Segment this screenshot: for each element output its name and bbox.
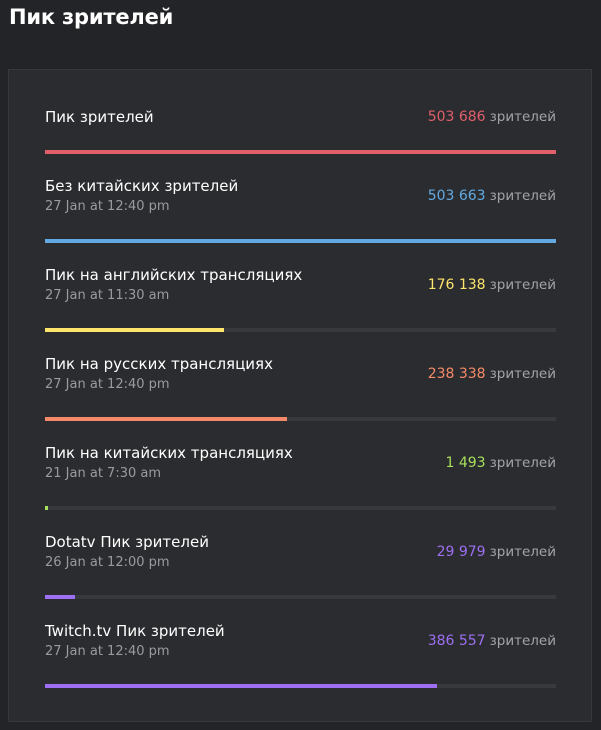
stat-date: 21 Jan at 7:30 am [45, 466, 161, 481]
progress-fill [45, 328, 224, 332]
stat-unit: зрителей [489, 366, 556, 382]
stat-row-dotatv: Dotatv Пик зрителей 26 Jan at 12:00 pm 2… [45, 533, 556, 622]
stat-row-english: Пик на английских трансляциях 27 Jan at … [45, 266, 556, 355]
progress-fill [45, 595, 76, 599]
progress-fill [45, 417, 287, 421]
progress-fill [45, 150, 556, 154]
stat-value: 1 493 зрителей [446, 455, 557, 471]
progress-fill [45, 506, 49, 510]
stat-label: Пик зрителей [45, 108, 154, 126]
stat-unit: зрителей [489, 277, 556, 293]
stat-value: 503 663 зрителей [428, 188, 556, 204]
stat-label: Пик на русских трансляциях [45, 355, 273, 373]
stat-number: 503 663 [427, 188, 486, 204]
stat-unit: зрителей [489, 188, 556, 204]
stat-date: 27 Jan at 11:30 am [45, 288, 170, 303]
stat-label: Twitch.tv Пик зрителей [45, 622, 225, 640]
progress-bar [45, 684, 556, 688]
stat-value: 503 686 зрителей [428, 109, 556, 125]
stat-value: 29 979 зрителей [437, 544, 556, 560]
stat-label: Пик на китайских трансляциях [45, 444, 293, 462]
progress-bar [45, 328, 556, 332]
page-title: Пик зрителей [9, 5, 174, 29]
stat-value: 386 557 зрителей [428, 633, 556, 649]
stat-row-chinese: Пик на китайских трансляциях 21 Jan at 7… [45, 444, 556, 533]
stat-number: 29 979 [436, 544, 486, 560]
stat-label: Dotatv Пик зрителей [45, 533, 209, 551]
progress-fill [45, 239, 556, 243]
progress-fill [45, 684, 437, 688]
stat-number: 176 138 [427, 277, 486, 293]
stat-row-peak: Пик зрителей 503 686 зрителей [45, 108, 556, 197]
stat-date: 27 Jan at 12:40 pm [45, 377, 170, 392]
stat-value: 238 338 зрителей [428, 366, 556, 382]
stat-label: Пик на английских трансляциях [45, 266, 303, 284]
stat-unit: зрителей [489, 633, 556, 649]
stat-number: 503 686 [427, 109, 486, 125]
progress-bar [45, 417, 556, 421]
progress-bar [45, 150, 556, 154]
stat-unit: зрителей [489, 109, 556, 125]
stat-number: 386 557 [427, 633, 486, 649]
stat-row-no-chinese: Без китайских зрителей 27 Jan at 12:40 p… [45, 177, 556, 266]
stat-value: 176 138 зрителей [428, 277, 556, 293]
stat-date: 27 Jan at 12:40 pm [45, 644, 170, 659]
progress-bar [45, 506, 556, 510]
stat-number: 238 338 [427, 366, 486, 382]
stat-number: 1 493 [445, 455, 486, 471]
stat-date: 27 Jan at 12:40 pm [45, 199, 170, 214]
progress-bar [45, 239, 556, 243]
stat-label: Без китайских зрителей [45, 177, 239, 195]
progress-bar [45, 595, 556, 599]
stat-row-twitch: Twitch.tv Пик зрителей 27 Jan at 12:40 p… [45, 622, 556, 711]
stat-unit: зрителей [489, 455, 556, 471]
stat-row-russian: Пик на русских трансляциях 27 Jan at 12:… [45, 355, 556, 444]
peak-viewers-panel: Пик зрителей 503 686 зрителей Без китайск… [8, 69, 592, 722]
stat-unit: зрителей [489, 544, 556, 560]
stat-date: 26 Jan at 12:00 pm [45, 555, 170, 570]
